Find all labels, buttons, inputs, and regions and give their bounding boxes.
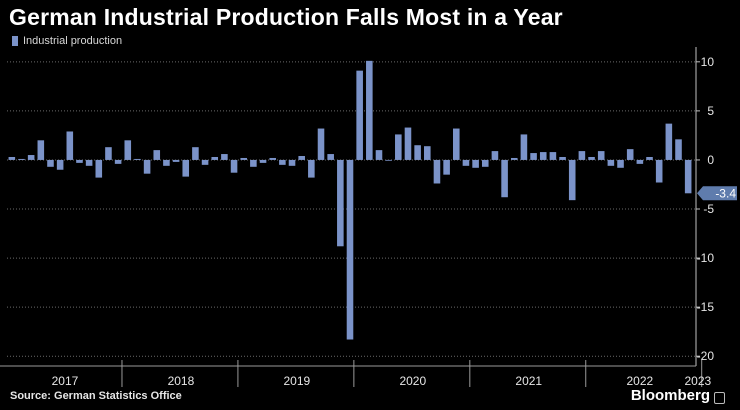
- bar: [481, 159, 489, 167]
- bar: [568, 159, 576, 201]
- x-tick-label: 2021: [515, 374, 542, 388]
- last-value-badge: [697, 186, 737, 201]
- bar: [443, 159, 450, 175]
- bar: [597, 151, 605, 160]
- bar: [510, 157, 518, 160]
- bar: [317, 128, 325, 160]
- y-tick-label: 0: [707, 153, 714, 167]
- bar: [607, 159, 615, 166]
- bar: [105, 147, 112, 160]
- source-note: Source: German Statistics Office: [10, 390, 182, 402]
- bar: [501, 159, 508, 198]
- bar: [143, 159, 151, 174]
- bar: [617, 159, 624, 168]
- y-tick-label: -15: [697, 300, 715, 314]
- legend: Industrial production: [12, 35, 122, 47]
- bar: [337, 159, 344, 247]
- bar: [85, 159, 93, 166]
- y-tick-label: -20: [697, 349, 715, 363]
- bar: [578, 151, 586, 160]
- bar: [452, 128, 460, 160]
- bar: [153, 150, 161, 160]
- bar: [588, 156, 595, 160]
- bar: [655, 159, 663, 183]
- bar: [18, 158, 25, 160]
- bar: [491, 151, 499, 160]
- y-tick-label: 5: [707, 104, 714, 118]
- bar: [163, 159, 170, 166]
- bar: [288, 159, 296, 166]
- bar: [221, 154, 228, 160]
- bar: [424, 146, 431, 160]
- bar: [211, 156, 219, 160]
- x-tick-label: 2023: [684, 374, 711, 388]
- brand-logo: Bloomberg: [630, 387, 710, 404]
- bar: [47, 159, 54, 167]
- y-tick-label: 10: [701, 55, 715, 69]
- bar: [230, 159, 238, 173]
- bar: [172, 159, 180, 162]
- bar: [114, 159, 122, 164]
- bar: [66, 131, 74, 160]
- bar: [530, 153, 537, 160]
- legend-swatch: [12, 36, 18, 46]
- bar: [559, 156, 566, 160]
- bar: [404, 127, 412, 160]
- bar: [76, 159, 83, 163]
- x-tick-label: 2017: [52, 374, 79, 388]
- bar: [665, 123, 673, 160]
- bar: [134, 158, 141, 160]
- bar: [462, 159, 470, 166]
- y-tick-label: -5: [703, 202, 714, 216]
- bar: [240, 157, 248, 160]
- bar: [539, 152, 547, 160]
- x-tick-label: 2020: [399, 374, 426, 388]
- bar: [472, 159, 479, 168]
- bar: [192, 147, 199, 160]
- bar: [433, 159, 441, 184]
- x-tick-label: 2019: [284, 374, 311, 388]
- legend-label: Industrial production: [23, 35, 123, 47]
- bar: [37, 140, 45, 160]
- bar: [626, 149, 634, 160]
- bar: [675, 139, 682, 160]
- bar: [56, 159, 64, 170]
- bar: [182, 159, 190, 177]
- x-tick-label: 2018: [168, 374, 195, 388]
- bar: [520, 134, 528, 160]
- y-tick-label: -10: [697, 251, 715, 265]
- bar: [269, 157, 276, 160]
- bar: [375, 150, 383, 160]
- bar: [356, 70, 363, 160]
- bar: [549, 152, 557, 160]
- bar: [646, 156, 653, 160]
- bar: [27, 155, 35, 160]
- bar: [124, 140, 132, 160]
- bar: [385, 159, 392, 161]
- chart-title: German Industrial Production Falls Most …: [9, 4, 563, 30]
- x-tick-label: 2022: [627, 374, 654, 388]
- bar: [684, 159, 692, 194]
- bar: [346, 159, 354, 340]
- bar: [636, 159, 644, 164]
- bar: [366, 60, 373, 160]
- bar: [308, 159, 315, 178]
- bar: [395, 134, 402, 160]
- bar: [201, 159, 209, 165]
- last-value-label: -3.4: [715, 186, 736, 200]
- bar: [8, 156, 16, 160]
- bar: [259, 159, 267, 163]
- bar: [414, 145, 421, 160]
- bloomberg-mark-icon: [714, 392, 725, 404]
- bar: [298, 156, 305, 160]
- bar: [95, 159, 103, 178]
- bar: [327, 154, 334, 160]
- bar: [250, 159, 257, 167]
- bar: [279, 159, 286, 165]
